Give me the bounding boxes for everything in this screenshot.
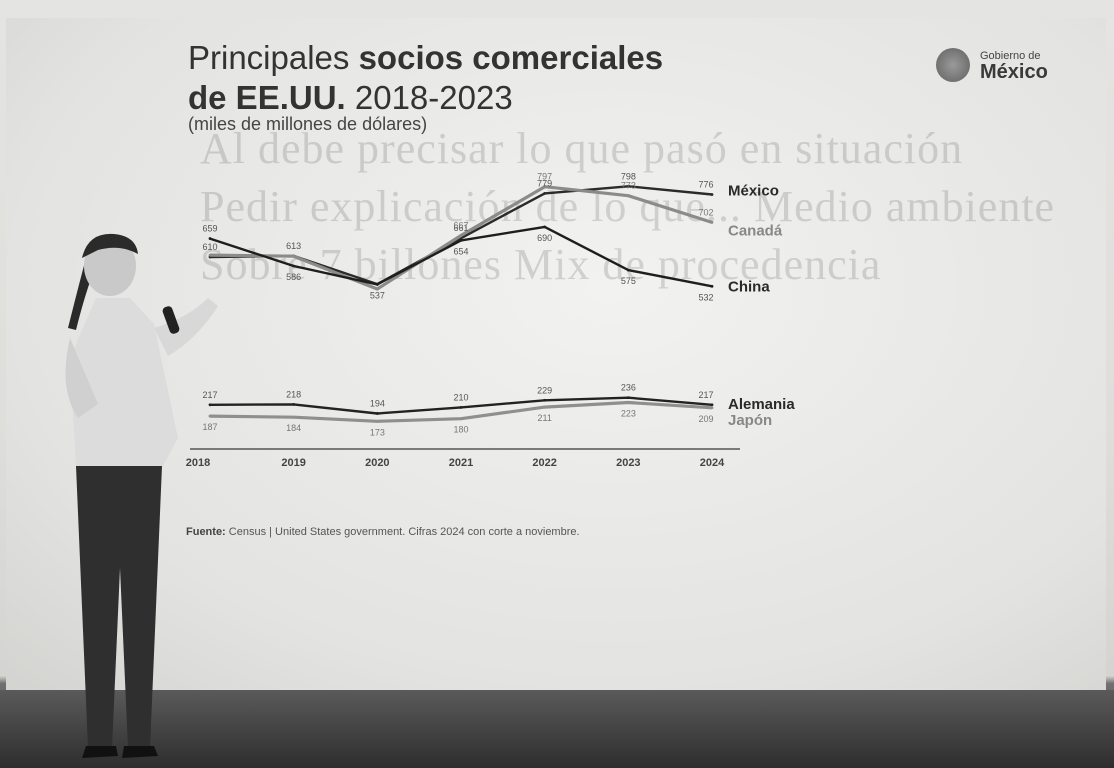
logo-big-text: México (980, 61, 1048, 83)
data-label-canada-2024: 702 (698, 207, 713, 217)
point-china-2021 (459, 239, 463, 242)
data-label-china-2019: 586 (286, 272, 301, 282)
x-tick-2019: 2019 (281, 457, 305, 469)
data-label-japon-2019: 184 (286, 423, 301, 433)
data-label-china-2022: 690 (537, 233, 552, 243)
data-label-china-2020: 537 (370, 290, 385, 300)
data-label-mexico-2019: 613 (286, 241, 301, 251)
data-label-japon-2022: 211 (537, 413, 551, 423)
ticks-layer: 2018 2019 2020 2021 2022 2023 2024 (186, 457, 725, 469)
slide-title: Principales socios comerciales de EE.UU. … (188, 39, 664, 116)
data-label-mexico-2024: 776 (698, 180, 713, 190)
point-china-2023 (626, 268, 630, 272)
point-china-2019 (292, 264, 296, 268)
point-canada-2021 (459, 234, 463, 237)
point-alemania-2023 (626, 396, 630, 400)
point-canada-2024 (710, 220, 714, 224)
data-label-canada-2022: 797 (537, 172, 552, 182)
presenter-silhouette (65, 233, 218, 758)
series-name-china: China (728, 278, 770, 295)
point-japon-2018 (208, 414, 212, 418)
seal-icon (936, 48, 970, 82)
data-label-alemania-2024: 217 (698, 390, 713, 400)
data-label-japon-2018: 187 (202, 422, 217, 432)
point-canada-2023 (626, 194, 630, 198)
point-mexico-2022 (543, 192, 547, 195)
series-name-japon: Japón (728, 412, 772, 429)
point-alemania-2018 (208, 403, 212, 407)
data-label-alemania-2023: 236 (621, 383, 636, 393)
data-label-japon-2023: 223 (621, 409, 636, 419)
point-japon-2024 (710, 406, 714, 410)
data-label-mexico-2021: 661 (453, 223, 468, 233)
point-alemania-2024 (710, 403, 714, 407)
point-japon-2021 (459, 417, 463, 421)
stage-floor (0, 690, 1114, 768)
data-label-alemania-2022: 229 (537, 385, 552, 395)
point-alemania-2022 (543, 398, 547, 402)
series-name-canada: Canadá (728, 222, 783, 239)
series-layer (208, 184, 714, 423)
point-japon-2023 (626, 401, 630, 404)
point-china-2024 (710, 284, 714, 288)
point-china-2020 (375, 283, 379, 286)
logo-small-text: Gobierno de (980, 50, 1041, 62)
data-label-china-2021: 654 (453, 246, 468, 256)
data-label-japon-2020: 173 (370, 427, 385, 437)
data-label-alemania-2021: 210 (453, 392, 468, 402)
point-alemania-2020 (375, 412, 379, 415)
data-label-mexico-2022: 779 (537, 178, 552, 188)
source-note: Fuente: Census | United States governmen… (186, 526, 580, 538)
point-alemania-2019 (292, 403, 296, 406)
data-label-china-2018: 659 (202, 224, 217, 234)
x-tick-2024: 2024 (700, 457, 725, 469)
data-label-alemania-2020: 194 (370, 398, 385, 408)
projection-screen (6, 18, 1106, 690)
series-name-alemania: Alemania (728, 396, 795, 413)
x-tick-2018: 2018 (186, 457, 210, 469)
data-label-japon-2021: 180 (453, 425, 468, 435)
x-tick-2021: 2021 (449, 457, 473, 469)
point-alemania-2021 (459, 406, 463, 409)
x-tick-2023: 2023 (616, 457, 640, 469)
point-canada-2019 (292, 254, 296, 258)
point-china-2022 (543, 225, 547, 229)
data-label-alemania-2019: 218 (286, 389, 301, 399)
data-label-mexico-2018: 610 (202, 242, 217, 252)
point-canada-2018 (208, 253, 212, 257)
point-japon-2019 (292, 415, 296, 419)
point-mexico-2024 (710, 193, 714, 196)
series-name-mexico: México (728, 183, 779, 200)
x-tick-2020: 2020 (365, 457, 389, 469)
point-japon-2022 (543, 405, 547, 409)
point-mexico-2023 (626, 184, 630, 188)
data-label-canada-2023: 773 (621, 181, 636, 191)
slide-subtitle: (miles de millones de dólares) (188, 114, 428, 134)
data-label-alemania-2018: 217 (202, 390, 217, 400)
point-canada-2020 (375, 287, 379, 291)
labels-layer: 610 613 661 779 798 776 México 667 797 773 702 Cana… (202, 171, 795, 437)
point-china-2018 (208, 237, 212, 240)
data-label-japon-2024: 209 (698, 414, 713, 424)
data-label-china-2024: 532 (698, 292, 713, 302)
data-label-mexico-2023: 798 (621, 171, 636, 181)
point-japon-2020 (375, 419, 379, 423)
data-label-canada-2021: 667 (453, 221, 468, 231)
gobierno-mexico-logo: Gobierno de México (936, 46, 1076, 86)
point-canada-2022 (543, 185, 547, 189)
x-tick-2022: 2022 (532, 457, 556, 469)
data-label-china-2023: 575 (621, 276, 636, 286)
